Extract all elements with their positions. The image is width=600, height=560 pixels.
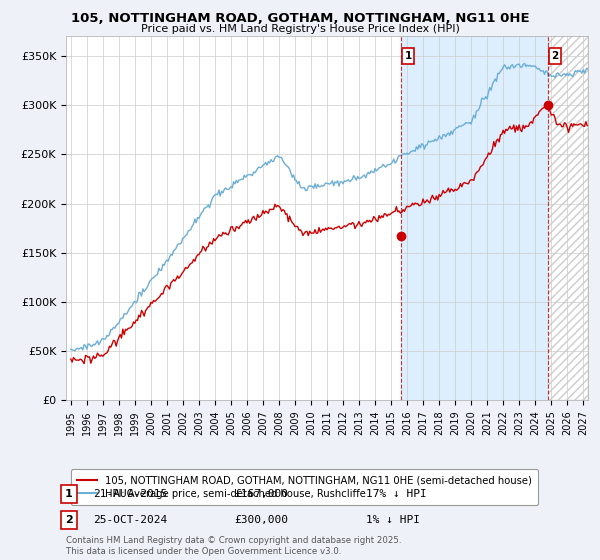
- Text: 25-OCT-2024: 25-OCT-2024: [93, 515, 167, 525]
- Text: £300,000: £300,000: [234, 515, 288, 525]
- Text: Price paid vs. HM Land Registry's House Price Index (HPI): Price paid vs. HM Land Registry's House …: [140, 24, 460, 34]
- Text: 2: 2: [551, 51, 559, 61]
- Text: 105, NOTTINGHAM ROAD, GOTHAM, NOTTINGHAM, NG11 0HE: 105, NOTTINGHAM ROAD, GOTHAM, NOTTINGHAM…: [71, 12, 529, 25]
- Text: 2: 2: [65, 515, 73, 525]
- Text: Contains HM Land Registry data © Crown copyright and database right 2025.
This d: Contains HM Land Registry data © Crown c…: [66, 536, 401, 556]
- Legend: 105, NOTTINGHAM ROAD, GOTHAM, NOTTINGHAM, NG11 0HE (semi-detached house), HPI: A: 105, NOTTINGHAM ROAD, GOTHAM, NOTTINGHAM…: [71, 469, 538, 505]
- Text: 1% ↓ HPI: 1% ↓ HPI: [366, 515, 420, 525]
- Text: 17% ↓ HPI: 17% ↓ HPI: [366, 489, 427, 499]
- Bar: [548, 36, 588, 400]
- Text: 1: 1: [404, 51, 412, 61]
- Text: 1: 1: [65, 489, 73, 499]
- Text: 21-AUG-2015: 21-AUG-2015: [93, 489, 167, 499]
- Bar: [548, 36, 588, 400]
- Text: £167,000: £167,000: [234, 489, 288, 499]
- Bar: [401, 36, 548, 400]
